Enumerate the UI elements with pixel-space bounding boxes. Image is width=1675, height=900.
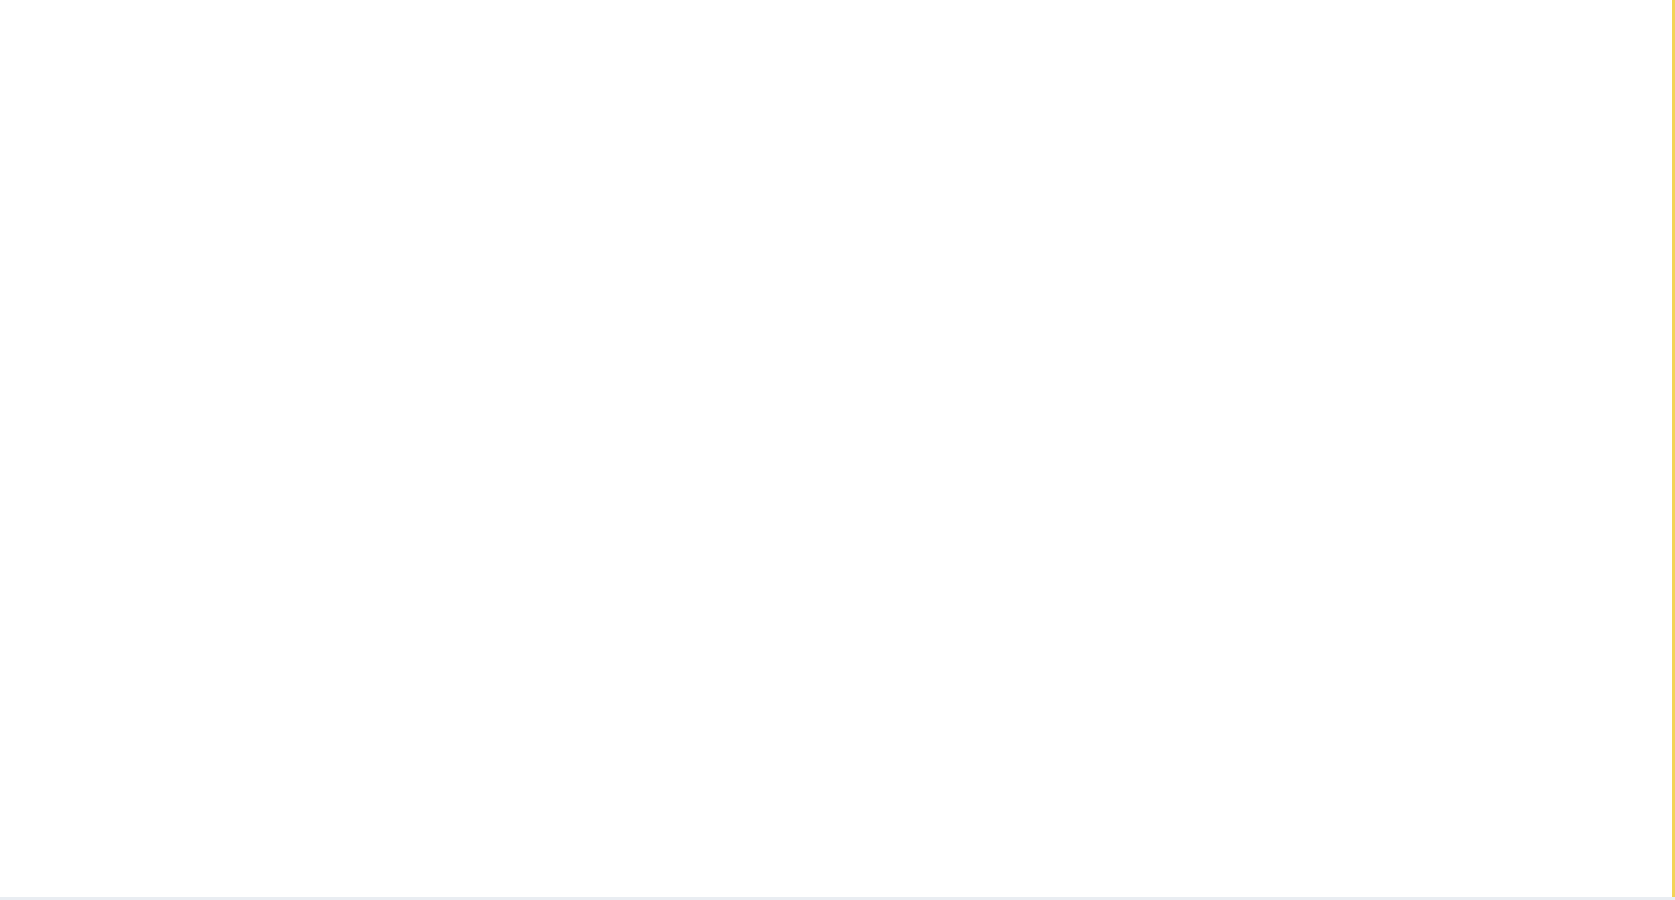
window-right-edge	[1672, 0, 1675, 900]
window-bottom-edge	[0, 897, 1675, 900]
